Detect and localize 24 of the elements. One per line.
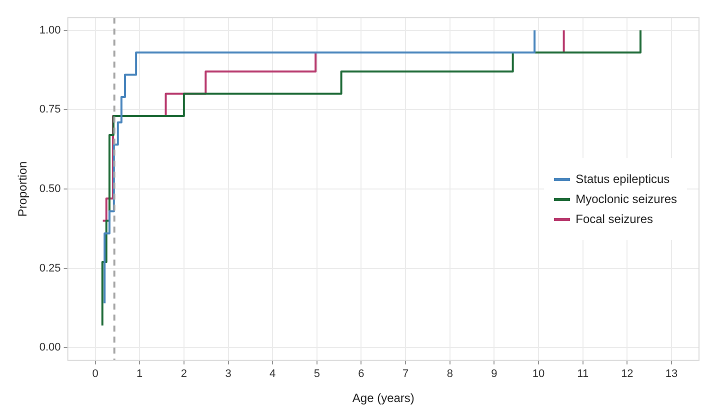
y-tick-label: 1.00 [39,24,61,36]
x-tick-label: 3 [225,368,232,380]
x-tick-label: 10 [532,368,545,380]
y-tick-label: 0.00 [39,342,61,354]
x-tick-label: 9 [491,368,498,380]
x-tick-label: 11 [577,368,589,380]
x-axis-title: Age (years) [352,391,414,406]
y-tick-label: 0.50 [39,183,61,196]
legend-label: Focal seizures [576,212,653,226]
x-tick-label: 1 [136,368,143,380]
y-tick-label: 0.75 [39,104,61,116]
y-axis-title: Proportion [16,161,30,217]
x-tick-label: 2 [180,368,188,380]
legend-label: Status epilepticus [576,172,670,186]
x-tick-label: 6 [358,368,364,380]
x-tick-label: 8 [446,368,453,380]
x-tick-label: 13 [665,368,678,380]
y-tick-label: 0.25 [39,262,61,274]
x-tick-label: 12 [621,368,634,380]
x-tick-label: 0 [92,368,98,380]
x-tick-label: 7 [402,368,409,380]
x-tick-label: 5 [314,368,320,380]
legend-label: Myoclonic seizures [576,192,677,206]
x-tick-label: 4 [270,368,276,380]
